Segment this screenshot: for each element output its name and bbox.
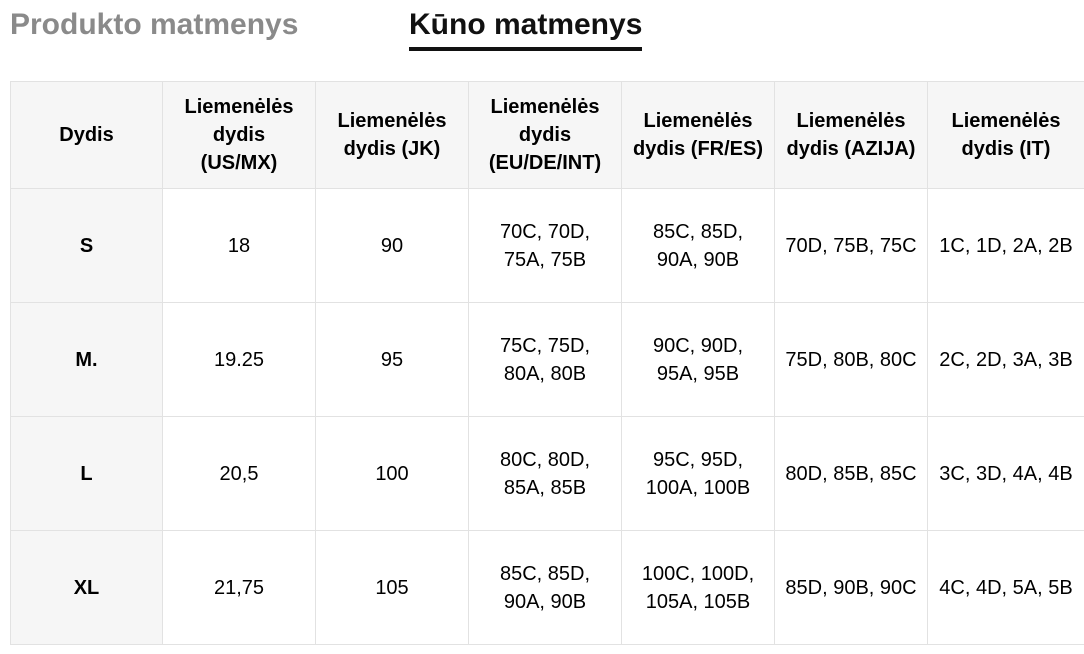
- table-row: XL 21,75 105 85C, 85D, 90A, 90B 100C, 10…: [10, 530, 1084, 645]
- table-cell: 80D, 85B, 85C: [774, 416, 928, 531]
- tab-product-measurements[interactable]: Produkto matmenys: [10, 8, 299, 41]
- table-cell: 90: [315, 188, 469, 303]
- table-cell: 70C, 70D, 75A, 75B: [468, 188, 622, 303]
- table-cell: 18: [162, 188, 316, 303]
- column-header-it: Liemenėlės dydis (IT): [927, 81, 1084, 189]
- size-chart-table-container: Dydis Liemenėlės dydis (US/MX) Liemenėlė…: [10, 81, 1084, 647]
- table-row: M. 19.25 95 75C, 75D, 80A, 80B 90C, 90D,…: [10, 302, 1084, 417]
- table-cell: 75D, 80B, 80C: [774, 302, 928, 417]
- column-header-us-mx: Liemenėlės dydis (US/MX): [162, 81, 316, 189]
- column-header-asia: Liemenėlės dydis (AZIJA): [774, 81, 928, 189]
- table-cell: 100: [315, 416, 469, 531]
- table-cell: 20,5: [162, 416, 316, 531]
- size-cell: S: [10, 188, 163, 303]
- column-header-size: Dydis: [10, 81, 163, 189]
- column-header-fr-es: Liemenėlės dydis (FR/ES): [621, 81, 775, 189]
- table-row: L 20,5 100 80C, 80D, 85A, 85B 95C, 95D, …: [10, 416, 1084, 531]
- table-cell: 3C, 3D, 4A, 4B: [927, 416, 1084, 531]
- table-cell: 80C, 80D, 85A, 85B: [468, 416, 622, 531]
- table-cell: 4C, 4D, 5A, 5B: [927, 530, 1084, 645]
- table-cell: 1C, 1D, 2A, 2B: [927, 188, 1084, 303]
- table-cell: 75C, 75D, 80A, 80B: [468, 302, 622, 417]
- table-cell: 70D, 75B, 75C: [774, 188, 928, 303]
- table-cell: 95C, 95D, 100A, 100B: [621, 416, 775, 531]
- table-cell: 19.25: [162, 302, 316, 417]
- column-header-uk: Liemenėlės dydis (JK): [315, 81, 469, 189]
- table-cell: 95: [315, 302, 469, 417]
- size-cell: XL: [10, 530, 163, 645]
- size-cell: M.: [10, 302, 163, 417]
- table-cell: 105: [315, 530, 469, 645]
- table-cell: 85D, 90B, 90C: [774, 530, 928, 645]
- size-chart-table: Dydis Liemenėlės dydis (US/MX) Liemenėlė…: [10, 81, 1084, 645]
- tab-body-measurements[interactable]: Kūno matmenys: [409, 7, 643, 51]
- table-cell: 85C, 85D, 90A, 90B: [621, 188, 775, 303]
- size-tabs: Produkto matmenys Kūno matmenys: [0, 0, 1084, 60]
- table-cell: 90C, 90D, 95A, 95B: [621, 302, 775, 417]
- table-cell: 21,75: [162, 530, 316, 645]
- table-row: S 18 90 70C, 70D, 75A, 75B 85C, 85D, 90A…: [10, 188, 1084, 303]
- table-header-row: Dydis Liemenėlės dydis (US/MX) Liemenėlė…: [10, 81, 1084, 189]
- table-cell: 100C, 100D, 105A, 105B: [621, 530, 775, 645]
- column-header-eu-de-int: Liemenėlės dydis (EU/DE/INT): [468, 81, 622, 189]
- size-cell: L: [10, 416, 163, 531]
- table-cell: 85C, 85D, 90A, 90B: [468, 530, 622, 645]
- table-cell: 2C, 2D, 3A, 3B: [927, 302, 1084, 417]
